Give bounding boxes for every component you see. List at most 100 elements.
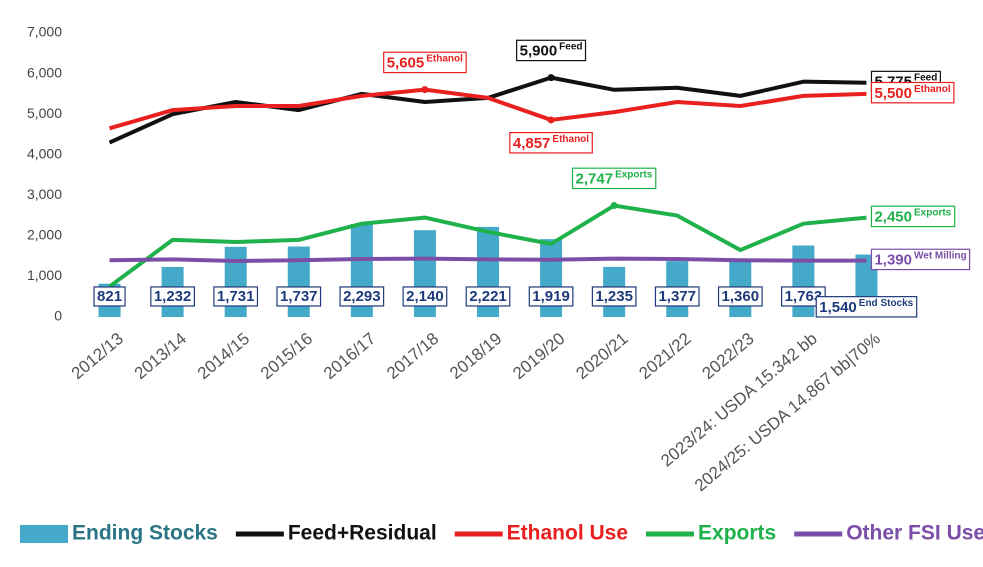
data-label: 1,235 xyxy=(591,286,637,307)
x-tick-label: 2018/19 xyxy=(446,329,505,383)
value-label: 821 xyxy=(97,288,122,305)
data-label: 2,293 xyxy=(339,286,385,307)
point-marker xyxy=(610,202,618,210)
y-tick-label: 4,000 xyxy=(27,145,62,161)
data-label-box xyxy=(717,286,763,307)
data-label-text: 2,450 Exports xyxy=(874,207,951,225)
data-label-text: 1,919 xyxy=(532,288,570,305)
data-label: 1,540 End Stocks xyxy=(815,296,918,318)
data-label-box xyxy=(509,131,593,154)
value-label: 1,731 xyxy=(217,288,255,305)
data-label-text: 1,731 xyxy=(217,288,255,305)
data-label: 2,221 xyxy=(465,286,511,307)
value-label: 1,232 xyxy=(154,288,192,305)
data-label-text: 4,857 Ethanol xyxy=(513,134,589,152)
data-label: 1,763 xyxy=(781,286,826,307)
data-label-box xyxy=(150,286,195,307)
data-label-text: 1,360 xyxy=(722,288,760,305)
data-label: 1,919 xyxy=(528,286,574,307)
data-label: 1,390 Wet Milling xyxy=(870,248,971,271)
data-label-box xyxy=(815,296,918,318)
data-label: 1,377 xyxy=(654,286,700,307)
value-note: End Stocks xyxy=(859,298,914,309)
data-label: 1,360 xyxy=(717,286,763,307)
line-series xyxy=(109,256,867,264)
x-tick-label: 2014/15 xyxy=(194,329,253,383)
line-series xyxy=(108,203,867,289)
legend-label: Ethanol Use xyxy=(507,522,628,545)
value-note: Exports xyxy=(914,207,952,218)
x-tick-label: 2021/22 xyxy=(635,329,694,383)
value-label: 4,857 xyxy=(513,135,551,152)
data-label-box xyxy=(465,286,511,307)
value-label: 1,540 xyxy=(819,299,857,316)
data-label: 2,140 xyxy=(402,286,448,307)
data-label: 5,500 Ethanol xyxy=(870,81,955,104)
x-tick-label: 2019/20 xyxy=(509,329,568,383)
data-label-box xyxy=(571,167,657,190)
legend-label: Ending Stocks xyxy=(72,522,218,545)
data-label-box xyxy=(870,205,956,228)
data-label-box xyxy=(383,51,467,74)
y-tick-label: 0 xyxy=(54,308,62,324)
data-label-text: 2,747 Exports xyxy=(576,169,653,187)
y-tick-label: 3,000 xyxy=(27,186,62,202)
value-note: Wet Milling xyxy=(914,250,967,261)
value-label: 1,737 xyxy=(280,288,318,305)
value-label: 5,605 xyxy=(387,55,425,72)
line-series xyxy=(108,87,867,131)
x-tick-label: 2020/21 xyxy=(572,329,631,383)
data-label-box xyxy=(213,286,259,307)
value-label: 5,900 xyxy=(520,43,558,60)
y-tick-label: 6,000 xyxy=(27,64,62,80)
value-note: Feed xyxy=(559,41,582,52)
data-label-box xyxy=(276,286,322,307)
value-note: Ethanol xyxy=(552,134,589,145)
data-label-text: 1,390 Wet Milling xyxy=(874,250,966,268)
x-tick-label: 2012/13 xyxy=(68,329,127,383)
data-label-text: 2,221 xyxy=(469,288,507,305)
data-label-text: 5,900 Feed xyxy=(520,41,583,59)
value-label: 2,140 xyxy=(406,288,444,305)
value-label: 1,377 xyxy=(658,288,696,305)
data-label-box xyxy=(516,39,587,62)
x-tick-label: 2022/23 xyxy=(698,329,757,383)
line-series xyxy=(108,75,867,145)
data-label-text: 1,540 End Stocks xyxy=(819,298,913,316)
data-label-box xyxy=(654,286,700,307)
point-marker xyxy=(547,116,555,124)
value-label: 1,360 xyxy=(722,288,760,305)
x-tick-label: 2017/18 xyxy=(383,329,442,383)
data-label-text: 1,763 xyxy=(785,288,823,305)
value-label: 2,747 xyxy=(576,171,614,188)
x-tick-label: 2016/17 xyxy=(320,329,379,383)
data-label: 4,857 Ethanol xyxy=(509,131,593,154)
point-marker xyxy=(421,86,429,94)
data-label-text: 821 xyxy=(97,288,122,305)
y-tick-label: 2,000 xyxy=(27,227,62,243)
legend-label: Exports xyxy=(698,522,776,545)
value-note: Ethanol xyxy=(426,53,463,64)
value-label: 2,293 xyxy=(343,288,381,305)
data-label-text: 1,235 xyxy=(595,288,633,305)
y-tick-label: 5,000 xyxy=(27,105,62,121)
value-label: 1,235 xyxy=(595,288,633,305)
legend-label: Other FSI Use xyxy=(846,522,983,545)
data-label-box xyxy=(93,286,126,307)
data-label-text: 1,377 xyxy=(658,288,696,305)
value-label: 1,390 xyxy=(874,252,912,269)
y-tick-label: 1,000 xyxy=(27,267,62,283)
data-label-box xyxy=(870,81,955,104)
data-label: 5,900 Feed xyxy=(516,39,587,62)
data-label-text: 1,737 xyxy=(280,288,318,305)
data-label-text: 5,500 Ethanol xyxy=(874,83,950,101)
data-label-text: 2,293 xyxy=(343,288,381,305)
data-label: 1,731 xyxy=(213,286,259,307)
data-label-box xyxy=(870,248,971,271)
data-label-text: 1,232 xyxy=(154,288,192,305)
x-tick-label: 2013/14 xyxy=(131,329,190,383)
value-note: Ethanol xyxy=(914,83,951,94)
data-label: 1,232 xyxy=(150,286,195,307)
point-marker xyxy=(547,74,555,82)
